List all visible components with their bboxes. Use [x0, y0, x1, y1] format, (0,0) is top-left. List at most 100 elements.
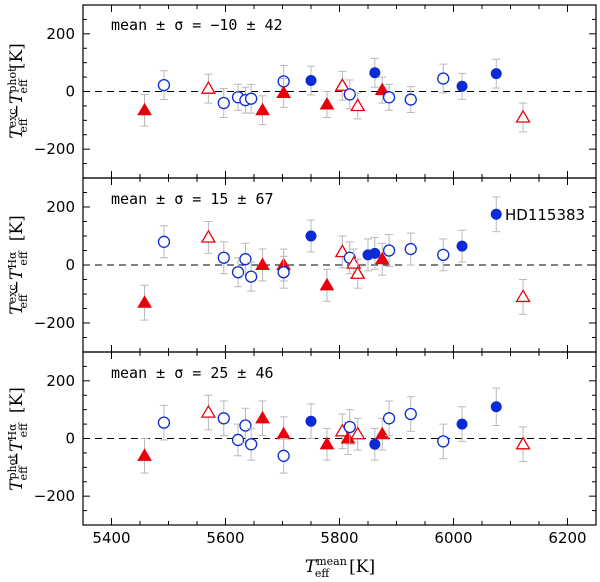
- marker-open-circle: [157, 235, 171, 248]
- marker-filled-triangle: [374, 82, 390, 96]
- data-point: [350, 92, 366, 120]
- marker-filled-triangle: [276, 426, 292, 440]
- marker-open-circle: [437, 248, 450, 262]
- marker-open-circle: [404, 242, 417, 256]
- marker-open-triangle: [334, 77, 350, 91]
- data-point: [277, 438, 290, 474]
- marker-filled-circle: [490, 68, 502, 80]
- marker-filled-circle: [369, 247, 381, 259]
- marker-open-triangle: [515, 289, 531, 303]
- marker-filled-triangle: [319, 96, 335, 110]
- data-point: [255, 95, 270, 126]
- marker-open-circle: [437, 435, 450, 448]
- x-tick-label: 5800: [320, 529, 358, 547]
- data-point: [217, 400, 230, 437]
- data-point: [404, 396, 417, 432]
- data-point: [515, 102, 531, 133]
- data-point: [217, 241, 230, 275]
- panel-exc-halpha: mean ± σ = 15 ± 67 HD115383 Texceff−THαe…: [6, 177, 597, 353]
- marker-filled-triangle: [319, 436, 335, 450]
- marker-filled-triangle: [137, 102, 152, 116]
- x-tick-label: 5600: [206, 529, 244, 547]
- y-tick-label: 200: [46, 372, 75, 390]
- data-point: [456, 229, 468, 263]
- data-point: [244, 261, 258, 292]
- data-point: [255, 248, 270, 282]
- marker-open-circle: [244, 438, 258, 451]
- data-point: [200, 221, 217, 254]
- marker-filled-circle: [490, 208, 502, 220]
- y-tick-label: 200: [46, 198, 75, 216]
- marker-open-circle: [382, 91, 396, 104]
- marker-open-triangle: [515, 436, 531, 450]
- data-point: [305, 219, 317, 253]
- data-point: [515, 426, 531, 463]
- marker-open-circle: [382, 412, 396, 425]
- marker-filled-circle: [369, 67, 381, 79]
- marker-filled-circle: [305, 415, 317, 427]
- data-point: [374, 242, 390, 276]
- marker-filled-triangle: [137, 295, 152, 308]
- marker-filled-circle: [305, 230, 317, 242]
- y-tick-label: 0: [65, 430, 75, 448]
- data-point: [157, 225, 171, 259]
- data-point: [369, 427, 381, 461]
- marker-open-triangle: [200, 229, 217, 243]
- marker-filled-triangle: [319, 277, 335, 291]
- data-point: [255, 400, 270, 437]
- data-point: [369, 236, 381, 270]
- y-tick-label: 200: [46, 25, 75, 43]
- y-axis-label: Texceff−THαeff[K]: [6, 215, 30, 314]
- marker-open-triangle: [350, 265, 366, 279]
- y-tick-label: 0: [65, 256, 75, 274]
- data-point: [437, 238, 450, 272]
- data-point: [157, 404, 171, 441]
- x-tick-label: 6200: [548, 529, 586, 547]
- data-point: [305, 65, 317, 96]
- data-point: [334, 70, 350, 101]
- marker-filled-circle: [490, 401, 502, 413]
- data-point: [157, 70, 171, 101]
- marker-open-circle: [157, 416, 171, 429]
- data-point: [456, 406, 468, 442]
- data-point: [382, 83, 396, 111]
- data-point: [231, 423, 245, 457]
- data-point: [319, 427, 335, 461]
- marker-filled-circle: [456, 240, 468, 252]
- marker-open-triangle: [200, 404, 217, 418]
- marker-open-circle: [231, 433, 245, 447]
- marker-open-circle: [217, 96, 230, 110]
- y-tick-label: −200: [34, 314, 75, 332]
- data-point: [319, 91, 335, 118]
- marker-open-circle: [231, 266, 245, 279]
- marker-filled-triangle: [374, 251, 390, 265]
- data-point: [437, 423, 450, 460]
- data-point: [382, 400, 396, 437]
- data-point: [456, 72, 468, 100]
- data-point: [319, 268, 335, 302]
- marker-filled-circle: [456, 418, 468, 430]
- data-point: [137, 93, 152, 127]
- data-point: [490, 387, 502, 427]
- marker-open-circle: [277, 449, 290, 462]
- marker-filled-triangle: [255, 102, 270, 116]
- x-tick-label: 6000: [434, 529, 472, 547]
- marker-open-circle: [343, 88, 356, 101]
- marker-open-circle: [343, 420, 356, 434]
- marker-open-triangle: [515, 109, 531, 123]
- data-point: [137, 284, 152, 321]
- marker-open-triangle: [346, 255, 362, 269]
- data-point: [350, 258, 366, 289]
- data-point: [137, 438, 152, 474]
- marker-open-circle: [217, 251, 230, 264]
- marker-open-circle: [244, 92, 258, 105]
- data-point: [305, 403, 317, 439]
- data-point: [515, 279, 531, 315]
- y-tick-label: 0: [65, 83, 75, 101]
- marker-open-triangle: [200, 80, 217, 94]
- marker-open-circle: [437, 72, 450, 85]
- marker-filled-circle: [456, 80, 468, 92]
- data-point: [374, 76, 390, 104]
- data-point: [343, 79, 356, 110]
